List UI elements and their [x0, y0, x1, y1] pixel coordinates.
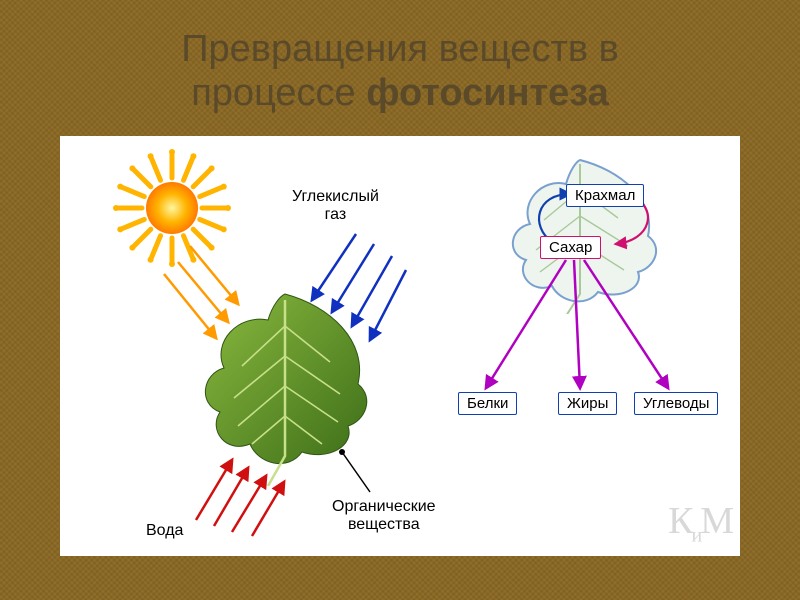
title-line1: Превращения веществ в	[181, 28, 619, 70]
box-starch-text: Крахмал	[575, 187, 635, 204]
box-proteins-text: Белки	[467, 395, 508, 412]
title-line2-plain: процессе	[191, 72, 366, 114]
box-starch: Крахмал	[566, 184, 644, 207]
leaf-green-icon	[180, 286, 390, 486]
box-sugar-text: Сахар	[549, 239, 592, 256]
box-fats: Жиры	[558, 392, 617, 415]
watermark-end: М	[700, 500, 732, 542]
watermark: КиМ	[668, 499, 732, 548]
box-sugar: Сахар	[540, 236, 601, 259]
label-water-text: Вода	[146, 522, 183, 539]
label-co2-text: Углекислый газ	[292, 188, 379, 223]
box-fats-text: Жиры	[567, 395, 608, 412]
diagram-panel: Углекислый газ Вода Органические веществ…	[60, 136, 740, 556]
watermark-sub: и	[692, 525, 701, 547]
label-water: Вода	[146, 522, 183, 540]
box-carbs-text: Углеводы	[643, 395, 709, 412]
label-organic: Органические вещества	[332, 498, 436, 533]
sun-icon	[112, 148, 232, 268]
label-co2: Углекислый газ	[292, 188, 379, 223]
title-line2-bold: фотосинтеза	[366, 72, 609, 114]
page-title: Превращения веществ в процессе фотосинте…	[0, 28, 800, 115]
box-carbs: Углеводы	[634, 392, 718, 415]
leaf-outline-icon	[480, 154, 680, 314]
watermark-main: К	[668, 500, 691, 542]
box-proteins: Белки	[458, 392, 517, 415]
label-organic-text: Органические вещества	[332, 498, 436, 533]
